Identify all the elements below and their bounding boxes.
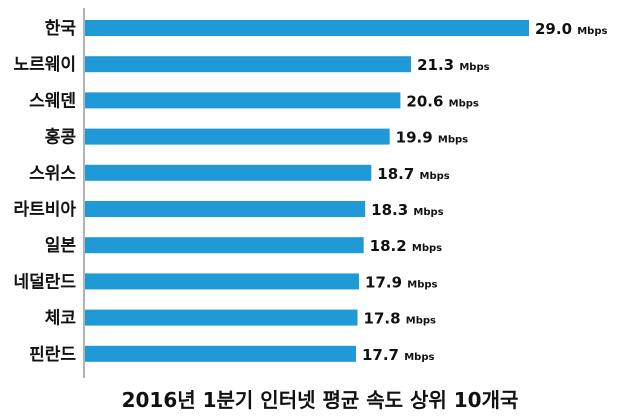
data-label: 20.6 Mbps: [406, 92, 479, 110]
category-label: 일본: [45, 236, 77, 256]
data-label-unit: Mbps: [459, 62, 489, 73]
data-label-unit: Mbps: [577, 26, 607, 37]
category-label: 홍콩: [45, 127, 77, 148]
chart-title: 2016년 1분기 인터넷 평균 속도 상위 10개국: [121, 388, 519, 412]
data-label: 18.2 Mbps: [370, 237, 443, 255]
category-label: 스위스: [29, 164, 76, 184]
data-label: 29.0 Mbps: [535, 20, 608, 38]
data-label-unit: Mbps: [404, 352, 434, 363]
bar-chart: 한국 29.0 Mbps 노르웨이 21.3 Mbps 스웨덴 20.6 Mbps 홍콩 19…: [13, 8, 608, 378]
data-label-unit: Mbps: [449, 98, 479, 109]
category-label: 한국: [45, 19, 77, 39]
data-label: 17.7 Mbps: [362, 346, 435, 364]
data-label: 21.3 Mbps: [417, 56, 490, 74]
data-label-unit: Mbps: [413, 207, 443, 218]
bar: [85, 201, 366, 217]
bar: [85, 309, 358, 326]
bar: [85, 20, 529, 36]
data-label: 17.9 Mbps: [365, 273, 438, 291]
data-label: 19.9 Mbps: [396, 129, 469, 147]
data-label-unit: Mbps: [406, 316, 436, 327]
data-label: 17.8 Mbps: [364, 310, 437, 328]
bar: [85, 92, 401, 109]
bar: [85, 56, 412, 73]
data-label: 18.3 Mbps: [371, 201, 444, 219]
category-label: 네덜란드: [13, 272, 76, 292]
bar: [85, 345, 356, 362]
data-label-unit: Mbps: [412, 243, 442, 254]
data-label: 18.7 Mbps: [377, 165, 450, 183]
bar: [85, 128, 390, 145]
category-label: 노르웨이: [13, 55, 76, 75]
category-label: 핀란드: [29, 345, 76, 365]
data-label-unit: Mbps: [438, 135, 468, 146]
data-label-unit: Mbps: [420, 171, 450, 182]
bar: [85, 273, 360, 290]
bar: [85, 164, 372, 181]
category-label: 스웨덴: [29, 91, 76, 111]
bar: [85, 237, 364, 254]
data-label-unit: Mbps: [407, 279, 437, 290]
category-label: 라트비아: [13, 200, 76, 220]
category-label: 체코: [45, 309, 77, 329]
